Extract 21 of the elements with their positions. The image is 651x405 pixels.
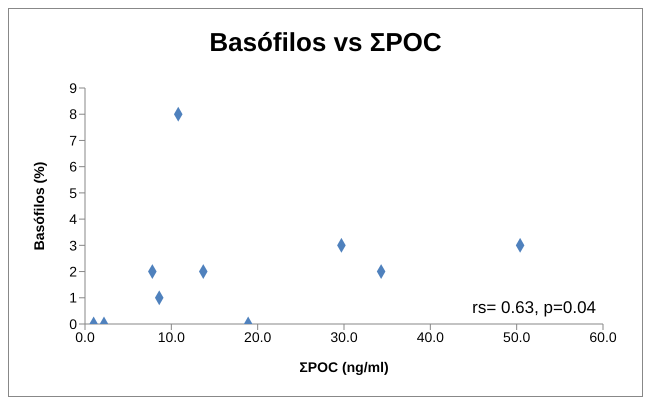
x-tick-label: 50.0: [503, 328, 531, 345]
annotation: rs= 0.63, p=0.04: [472, 298, 596, 318]
y-tick-label: 7: [69, 132, 78, 148]
y-tick-label: 1: [69, 290, 78, 306]
x-tick-label: 0.0: [75, 328, 95, 345]
x-tick-label: 40.0: [416, 328, 444, 345]
x-tick-label: 20.0: [244, 328, 272, 345]
chart-title: Basófilos vs ΣPOC: [208, 27, 443, 58]
y-axis-title: Basófilos (%): [30, 162, 47, 250]
x-tick-label: 30.0: [330, 328, 358, 345]
x-axis-title: ΣPOC (ng/ml): [299, 359, 389, 375]
y-tick-label: 8: [69, 106, 78, 122]
x-tick-label: 10.0: [158, 328, 186, 345]
x-tick-label: 60.0: [589, 328, 617, 345]
y-tick-label: 3: [69, 237, 78, 254]
y-tick-label: 9: [69, 80, 78, 96]
y-tick-label: 5: [69, 184, 78, 201]
y-tick-label: 0: [69, 316, 78, 332]
y-tick-label: 4: [69, 211, 78, 228]
y-tick-label: 2: [69, 264, 78, 280]
y-tick-label: 6: [69, 158, 78, 175]
